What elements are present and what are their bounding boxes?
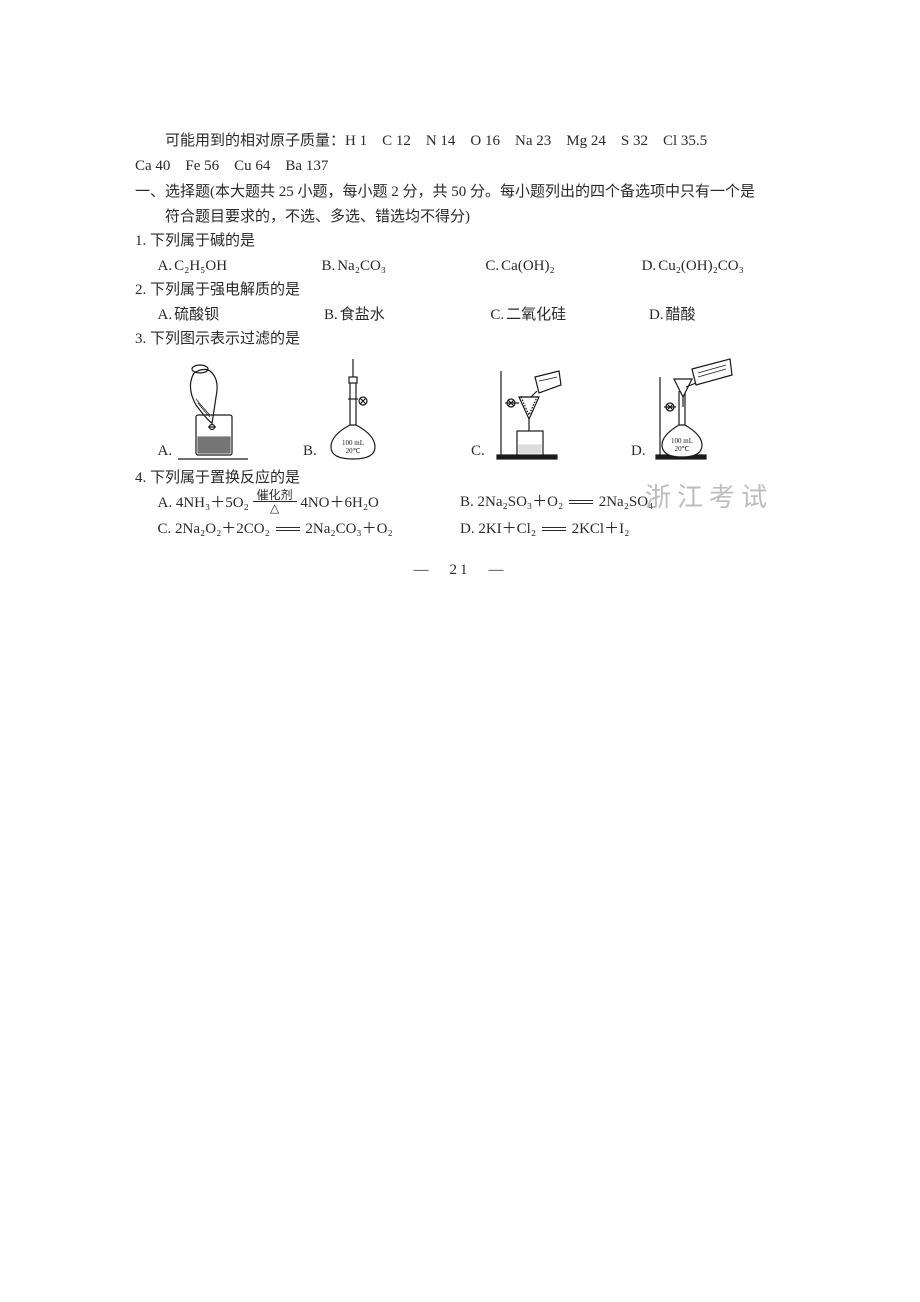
q3-opt-c: C. bbox=[471, 357, 631, 463]
svg-text:100 mL: 100 mL bbox=[342, 439, 364, 447]
option-label: B. bbox=[324, 304, 338, 327]
q2-c-text: 二氧化硅 bbox=[506, 304, 566, 327]
q4-stem: 4. 下列属于置换反应的是 bbox=[135, 467, 785, 490]
volumetric-flask-funnel-icon: 100 mL 20℃ bbox=[652, 357, 738, 463]
equals-line-icon bbox=[276, 525, 300, 531]
option-label: D. bbox=[460, 521, 475, 537]
section-title: 一、选择题 bbox=[135, 184, 210, 200]
option-label: D. bbox=[631, 440, 646, 463]
option-label: D. bbox=[649, 304, 664, 327]
q4-d-reactants: 2KI＋Cl₂ bbox=[478, 521, 536, 537]
q1-stem: 1. 下列属于碱的是 bbox=[135, 230, 785, 253]
q4-c-reactants: 2Na₂O₂＋2CO₂ bbox=[175, 521, 270, 537]
q4-b-reactants: 2Na₂SO₃＋O₂ bbox=[478, 494, 564, 510]
q4-opt-c: C. 2Na₂O₂＋2CO₂ 2Na₂CO₃＋O₂ bbox=[135, 518, 460, 541]
q4-b-products: 2Na₂SO₄ bbox=[599, 494, 654, 510]
q4-opt-a: A. 4NH₃＋5O₂ 催化剂 △ 4NO＋6H₂O bbox=[135, 491, 460, 516]
q1-options: A. C₂H₅OH B. Na₂CO₃ C. Ca(OH)₂ D. Cu₂(OH… bbox=[135, 255, 785, 278]
q1-opt-b: B. Na₂CO₃ bbox=[299, 255, 463, 278]
equals-line-icon bbox=[569, 498, 593, 504]
option-label: B. bbox=[303, 440, 317, 463]
q3-opt-b: B. 100 mL 20℃ bbox=[303, 357, 471, 463]
q4-a-reactants: 4NH₃＋5O₂ bbox=[176, 495, 249, 511]
q1-opt-c: C. Ca(OH)₂ bbox=[463, 255, 619, 278]
filtration-icon bbox=[491, 357, 571, 463]
q4-d-products: 2KCl＋I₂ bbox=[572, 521, 630, 537]
section-heading: 一、选择题(本大题共 25 小题，每小题 2 分，共 50 分。每小题列出的四个… bbox=[135, 181, 785, 204]
reaction-condition: 催化剂 △ bbox=[253, 489, 297, 514]
q2-options: A. 硫酸钡 B. 食盐水 C. 二氧化硅 D. 醋酸 bbox=[135, 304, 785, 327]
section-desc: (本大题共 25 小题，每小题 2 分，共 50 分。每小题列出的四个备选项中只… bbox=[210, 184, 755, 200]
option-label: C. bbox=[490, 304, 504, 327]
option-label: A. bbox=[158, 440, 173, 463]
option-label: A. bbox=[158, 495, 173, 511]
q1-a-text: C₂H₅OH bbox=[174, 255, 227, 278]
q1-opt-a: A. C₂H₅OH bbox=[135, 255, 299, 278]
q2-b-text: 食盐水 bbox=[340, 304, 385, 327]
q4-a-products: 4NO＋6H₂O bbox=[300, 495, 379, 511]
option-label: A. bbox=[158, 304, 173, 327]
svg-text:100 mL: 100 mL bbox=[671, 437, 693, 445]
option-label: C. bbox=[158, 521, 172, 537]
q3-opt-a: A. bbox=[135, 357, 303, 463]
section-desc2: 符合题目要求的，不选、多选、错选均不得分) bbox=[135, 206, 785, 229]
q1-c-text: Ca(OH)₂ bbox=[501, 255, 555, 278]
volumetric-flask-icon: 100 mL 20℃ bbox=[323, 357, 383, 463]
q4-row1: A. 4NH₃＋5O₂ 催化剂 △ 4NO＋6H₂O B. 2Na₂SO₃＋O₂… bbox=[135, 491, 785, 516]
option-label: B. bbox=[460, 494, 474, 510]
q3-opt-d: D. 100 mL 20℃ bbox=[631, 357, 781, 463]
q4-opt-d: D. 2KI＋Cl₂ 2KCl＋I₂ bbox=[460, 518, 785, 541]
option-label: B. bbox=[321, 255, 335, 278]
q4-c-products: 2Na₂CO₃＋O₂ bbox=[305, 521, 392, 537]
intro-prefix: 可能用到的相对原子质量： bbox=[165, 133, 345, 149]
masses-line1: H 1 C 12 N 14 O 16 Na 23 Mg 24 S 32 Cl 3… bbox=[345, 133, 707, 149]
q2-opt-c: C. 二氧化硅 bbox=[468, 304, 627, 327]
option-label: C. bbox=[485, 255, 499, 278]
page-number: — 21 — bbox=[135, 559, 785, 582]
q2-opt-d: D. 醋酸 bbox=[626, 304, 785, 327]
option-label: D. bbox=[642, 255, 657, 278]
q2-opt-a: A. 硫酸钡 bbox=[135, 304, 301, 327]
q2-a-text: 硫酸钡 bbox=[174, 304, 219, 327]
equals-line-icon bbox=[542, 525, 566, 531]
option-label: A. bbox=[158, 255, 173, 278]
q2-d-text: 醋酸 bbox=[666, 304, 696, 327]
q2-opt-b: B. 食盐水 bbox=[301, 304, 467, 327]
q4-opt-b: B. 2Na₂SO₃＋O₂ 2Na₂SO₄ bbox=[460, 491, 785, 516]
option-label: C. bbox=[471, 440, 485, 463]
q3-diagrams: A. B. bbox=[135, 357, 785, 463]
cond-bot: △ bbox=[253, 502, 297, 514]
q4-row2: C. 2Na₂O₂＋2CO₂ 2Na₂CO₃＋O₂ D. 2KI＋Cl₂ 2KC… bbox=[135, 518, 785, 541]
svg-text:20℃: 20℃ bbox=[345, 447, 360, 455]
svg-text:20℃: 20℃ bbox=[674, 445, 689, 453]
atomic-mass-intro: 可能用到的相对原子质量：H 1 C 12 N 14 O 16 Na 23 Mg … bbox=[135, 130, 785, 153]
q3-stem: 3. 下列图示表示过滤的是 bbox=[135, 328, 785, 351]
q1-opt-d: D. Cu₂(OH)₂CO₃ bbox=[619, 255, 785, 278]
q2-stem: 2. 下列属于强电解质的是 bbox=[135, 279, 785, 302]
q1-d-text: Cu₂(OH)₂CO₃ bbox=[658, 255, 744, 278]
masses-line2: Ca 40 Fe 56 Cu 64 Ba 137 bbox=[135, 155, 785, 178]
separating-funnel-icon bbox=[178, 357, 248, 463]
q1-b-text: Na₂CO₃ bbox=[337, 255, 386, 278]
